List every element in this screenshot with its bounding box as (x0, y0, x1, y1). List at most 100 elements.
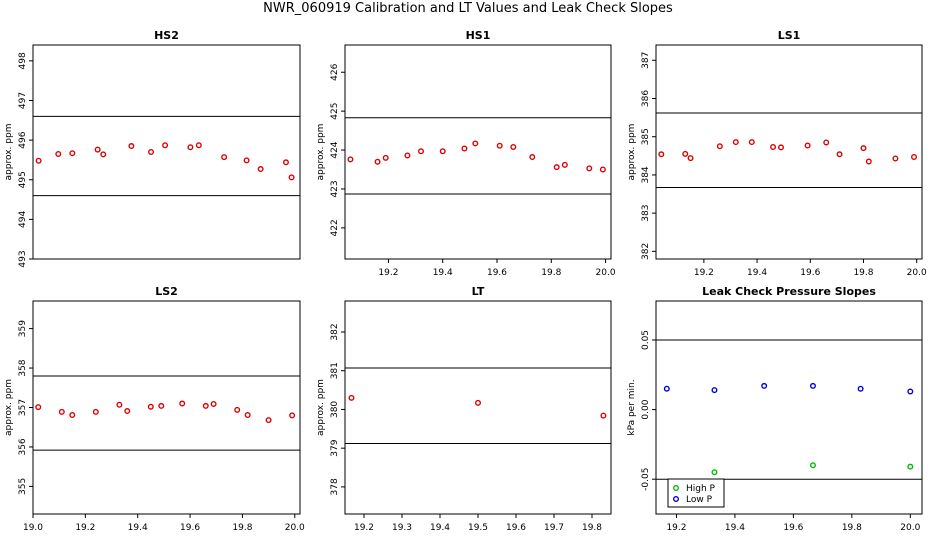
x-tick-label: 19.8 (541, 268, 561, 278)
data-point (418, 148, 425, 155)
data-point (265, 417, 272, 424)
main-title: NWR_060919 Calibration and LT Values and… (263, 1, 673, 16)
x-tick-label: 20.0 (285, 523, 305, 533)
y-tick-label: 496 (18, 131, 28, 148)
data-point (907, 388, 914, 395)
y-tick-label: 382 (330, 323, 340, 340)
data-point (289, 412, 296, 419)
data-point (857, 385, 864, 392)
data-point (809, 462, 816, 469)
data-point (510, 143, 517, 150)
data-point (836, 151, 843, 158)
data-point (202, 402, 209, 409)
y-tick-label: 355 (18, 478, 28, 495)
y-tick-label: 493 (18, 250, 28, 267)
x-tick-label: 19.8 (842, 523, 862, 533)
legend-marker (673, 496, 680, 503)
panel-title: HS2 (154, 29, 179, 42)
x-tick-label: 20.0 (596, 268, 616, 278)
plot-frame (655, 44, 923, 260)
x-tick-label: 19.5 (468, 523, 488, 533)
y-tick-label: 425 (330, 103, 340, 120)
x-tick-label: 19.6 (487, 268, 507, 278)
y-axis-label: approx. ppm (4, 124, 14, 181)
data-point (288, 174, 295, 181)
data-point (210, 400, 217, 407)
data-point (658, 151, 665, 158)
y-tick-label: 378 (330, 478, 340, 495)
data-point (687, 155, 694, 162)
y-axis-label: approx. ppm (627, 124, 637, 181)
data-point (158, 402, 165, 409)
data-point (663, 385, 670, 392)
data-point (475, 399, 482, 406)
x-tick-label: 19.8 (582, 523, 602, 533)
data-point (244, 411, 251, 418)
y-tick-label: 387 (641, 52, 651, 69)
data-point (100, 151, 107, 158)
data-point (55, 150, 62, 157)
x-tick-label: 20.0 (907, 268, 927, 278)
x-tick-label: 19.4 (725, 523, 745, 533)
x-tick-label: 19.3 (392, 523, 412, 533)
y-tick-label: 0.00 (641, 399, 651, 419)
data-point (92, 408, 99, 415)
data-point (221, 154, 228, 161)
y-tick-label: 423 (330, 180, 340, 197)
x-tick-label: 19.2 (378, 268, 398, 278)
y-tick-label: 359 (18, 320, 28, 337)
data-point (804, 142, 811, 149)
data-point (69, 150, 76, 157)
x-tick-label: 19.6 (800, 268, 820, 278)
y-tick-label: 385 (641, 128, 651, 145)
data-point (600, 412, 607, 419)
data-point (243, 157, 250, 164)
data-point (907, 463, 914, 470)
y-tick-label: 358 (18, 359, 28, 376)
data-point (347, 156, 354, 163)
data-point (148, 148, 155, 155)
data-point (35, 157, 42, 164)
y-tick-label: 497 (18, 92, 28, 109)
data-point (257, 166, 264, 173)
x-tick-label: 19.8 (853, 268, 873, 278)
data-point (147, 403, 154, 410)
data-point (586, 165, 593, 172)
y-tick-label: 384 (641, 166, 651, 183)
chart-panel-1: HS2 approx. ppm 493 494 495 496 497 498 (4, 29, 301, 268)
data-point (711, 387, 718, 394)
data-point (711, 469, 718, 476)
data-point (374, 158, 381, 165)
y-tick-label: 426 (330, 63, 340, 80)
data-point (748, 139, 755, 146)
y-tick-label: 422 (330, 219, 340, 236)
data-point (404, 152, 411, 159)
y-tick-label: 379 (330, 439, 340, 456)
data-point (439, 148, 446, 155)
x-tick-label: 19.7 (544, 523, 564, 533)
data-point (892, 155, 899, 162)
legend-marker (673, 485, 680, 492)
panel-title: LT (472, 285, 485, 298)
data-point (69, 411, 76, 418)
y-tick-label: 380 (330, 401, 340, 418)
plot-frame (655, 300, 923, 515)
x-tick-label: 19.4 (128, 523, 148, 533)
x-tick-label: 19.2 (666, 523, 686, 533)
data-point (561, 161, 568, 168)
x-tick-label: 19.4 (747, 268, 767, 278)
y-tick-label: 386 (641, 90, 651, 107)
data-point (496, 142, 503, 149)
x-tick-label: 20.0 (900, 523, 920, 533)
data-point (911, 153, 918, 160)
data-point (128, 143, 135, 150)
y-tick-label: 381 (330, 362, 340, 379)
data-point (529, 154, 536, 161)
panel-title: LS2 (155, 285, 178, 298)
data-point (682, 150, 689, 157)
chart-panel-5: LT approx. ppm 378 379 380 381 382 19.2 19.3 19.4… (316, 285, 612, 533)
y-tick-label: 494 (18, 211, 28, 228)
data-point (778, 144, 785, 151)
plot-frame (32, 300, 301, 515)
